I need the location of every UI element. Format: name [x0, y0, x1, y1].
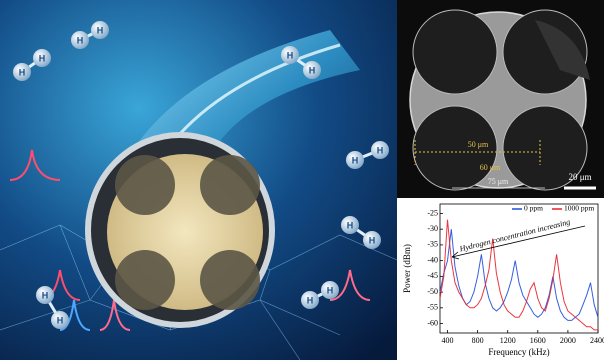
atom-label: H: [57, 315, 64, 325]
sem-label: 75 μm: [488, 177, 509, 186]
atom-label: H: [327, 285, 334, 295]
x-tick-label: 2400: [590, 336, 604, 345]
scale-bar-label: 20 μm: [568, 172, 591, 182]
atom-label: H: [307, 295, 314, 305]
atom-label: H: [287, 50, 294, 60]
x-tick-label: 400: [442, 336, 454, 345]
chart-panel: -25 -30 -35 -40 -45 -50 -55 -60 400 800 1200 1600 20…: [397, 198, 604, 360]
atom-label: H: [19, 67, 26, 77]
x-tick-label: 800: [472, 336, 484, 345]
atom-label: H: [369, 235, 376, 245]
legend-label: 1000 ppm: [564, 204, 594, 213]
y-tick-label: -40: [427, 255, 438, 264]
atom-label: H: [377, 145, 384, 155]
atom-label: H: [97, 25, 104, 35]
x-tick-label: 1200: [500, 336, 516, 345]
sem-panel: 50 μm 60 μm 75 μm 20 μm: [397, 0, 604, 198]
x-axis-label: Frequency (kHz): [488, 347, 549, 357]
figure: H H H H H H H H H H H H H H 50 μm 60 μm 75 μm 20 μm -…: [0, 0, 604, 360]
y-tick-label: -55: [427, 303, 438, 312]
sem-label: 50 μm: [468, 140, 489, 149]
atom-label: H: [39, 53, 46, 63]
atom-label: H: [42, 290, 49, 300]
y-tick-label: -50: [427, 287, 438, 296]
y-tick-label: -45: [427, 271, 438, 280]
x-tick-label: 1600: [530, 336, 546, 345]
y-tick-label: -30: [427, 224, 438, 233]
y-tick-label: -60: [427, 318, 438, 327]
x-tick-label: 2000: [560, 336, 576, 345]
atom-label: H: [77, 35, 84, 45]
atom-label: H: [352, 155, 359, 165]
legend-label: 0 ppm: [524, 204, 543, 213]
illustration: H H H H H H H H H H H H H H: [0, 0, 397, 360]
atom-label: H: [309, 65, 316, 75]
atom-label: H: [347, 220, 354, 230]
y-tick-label: -35: [427, 240, 438, 249]
y-axis-label: Power (dBm): [402, 244, 412, 293]
y-tick-label: -25: [427, 208, 438, 217]
sem-label: 60 μm: [480, 163, 501, 172]
